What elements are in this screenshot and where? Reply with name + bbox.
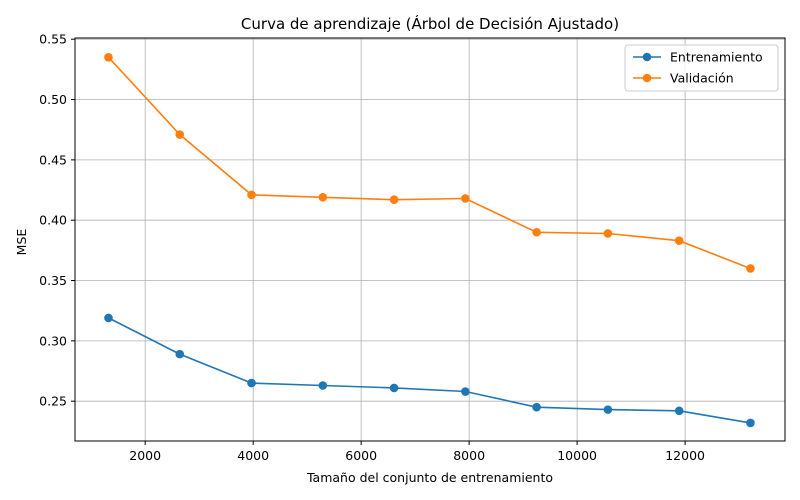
data-point	[746, 264, 755, 273]
data-point	[674, 406, 684, 416]
data-point	[175, 130, 185, 139]
x-tick-label: 4000	[237, 448, 269, 463]
y-tick-label: 0.45	[39, 152, 67, 167]
series-validacion	[104, 53, 755, 273]
y-tick-label: 0.50	[39, 92, 67, 107]
data-point	[603, 229, 613, 238]
data-point	[461, 194, 470, 203]
series-line	[108, 317, 751, 424]
x-tick-label: 12000	[665, 448, 705, 463]
legend-box	[624, 44, 779, 92]
y-axis-label: MSE	[14, 229, 29, 256]
series-line	[107, 56, 751, 270]
legend-item: Validación	[633, 71, 734, 86]
data-point	[674, 236, 684, 246]
x-axis-ticks: 2000 4000 6000 8000 10000 12000	[129, 441, 705, 463]
data-point	[175, 349, 185, 359]
series-entrenamiento	[104, 313, 755, 428]
y-tick-label: 0.40	[39, 213, 67, 228]
data-point	[389, 195, 399, 204]
data-point	[461, 387, 470, 396]
y-axis-ticks: 0.25 0.30 0.35 0.40 0.45 0.50 0.55	[39, 32, 75, 409]
x-tick-label: 10000	[557, 448, 597, 463]
grid-lines	[75, 38, 785, 441]
y-tick-label: 0.35	[39, 273, 67, 288]
x-tick-label: 6000	[345, 448, 377, 463]
data-point	[318, 192, 328, 202]
data-point	[104, 53, 113, 62]
legend-label: Validación	[670, 71, 734, 86]
legend: Entrenamiento Validación	[624, 44, 779, 92]
data-point	[532, 227, 541, 237]
legend-item: Entrenamiento	[633, 50, 763, 65]
x-tick-label: 2000	[129, 448, 161, 463]
chart-title: Curva de aprendizaje (Árbol de Decisión …	[241, 14, 619, 33]
y-tick-label: 0.55	[39, 32, 67, 47]
series-layer	[104, 53, 755, 428]
legend-marker	[642, 52, 652, 62]
data-point	[247, 190, 256, 200]
data-point	[318, 381, 328, 390]
data-point	[603, 405, 613, 414]
data-point	[104, 313, 113, 323]
x-tick-label: 8000	[453, 448, 485, 463]
y-tick-label: 0.25	[39, 394, 67, 409]
x-axis-label: Tamaño del conjunto de entrenamiento	[306, 470, 553, 485]
y-tick-label: 0.30	[39, 333, 67, 348]
legend-marker	[642, 73, 652, 83]
data-point	[746, 418, 755, 428]
data-point	[532, 402, 541, 412]
plot-area-frame	[74, 37, 786, 442]
legend-label: Entrenamiento	[670, 50, 763, 65]
data-point	[389, 383, 399, 393]
data-point	[247, 378, 256, 388]
